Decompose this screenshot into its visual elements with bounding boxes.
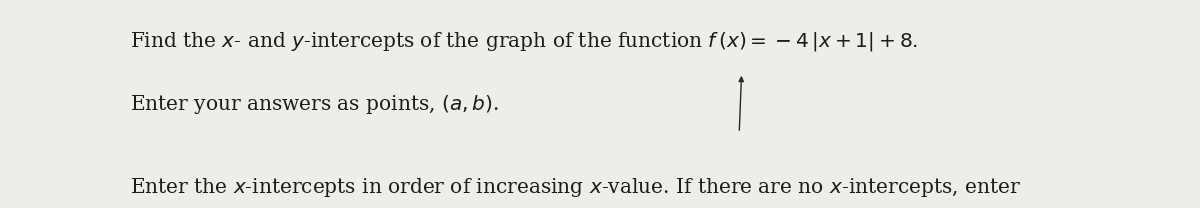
- Text: Enter the $x$-intercepts in order of increasing $x$-value. If there are no $x$-i: Enter the $x$-intercepts in order of inc…: [130, 176, 1021, 199]
- Text: Find the $x$- and $y$-intercepts of the graph of the function $f\,(x) = -4\,|x+1: Find the $x$- and $y$-intercepts of the …: [130, 30, 918, 53]
- Text: Enter your answers as points, $(a, b)$.: Enter your answers as points, $(a, b)$.: [130, 93, 498, 115]
